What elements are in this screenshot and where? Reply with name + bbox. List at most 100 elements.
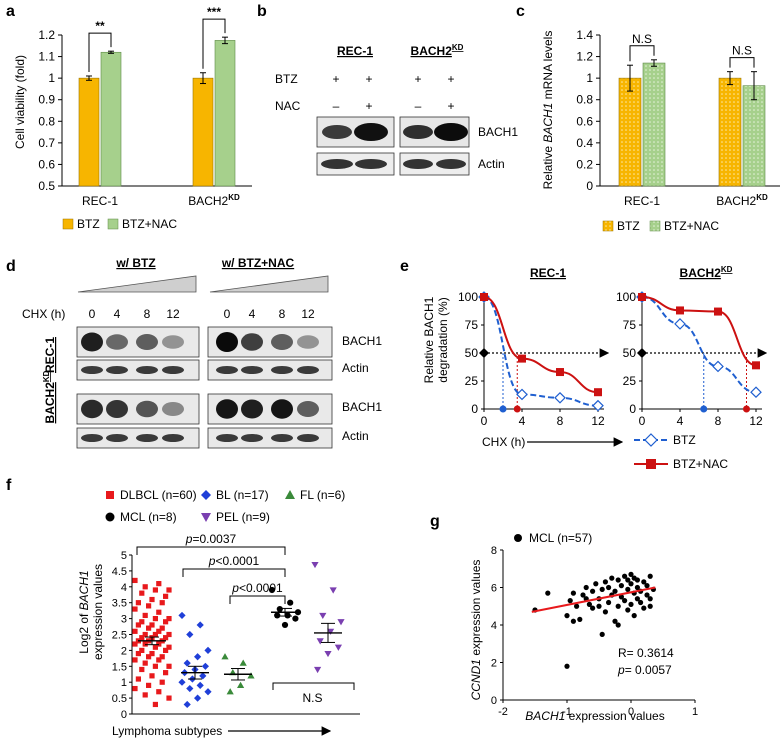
b-band-4 — [434, 123, 468, 141]
e-x-tick-label: 0 — [639, 414, 646, 428]
f-point-DLBCL — [163, 635, 169, 641]
g-point — [628, 571, 634, 577]
bar-BTZ+NAC — [642, 62, 666, 187]
d-bach1-band — [216, 399, 238, 419]
g-point — [618, 583, 625, 589]
f-point-DLBCL — [159, 625, 165, 631]
f-point-MCL — [284, 612, 291, 619]
f-p-value: <0.0001 — [215, 554, 259, 568]
f-point-DLBCL — [142, 631, 148, 638]
bar-BTZ — [718, 77, 742, 187]
significance-bracket — [88, 32, 112, 72]
f-point-DLBCL — [149, 596, 155, 603]
g-point — [574, 603, 580, 609]
bar-BTZ+NAC — [100, 51, 122, 187]
e-y-tick-label: 75 — [623, 318, 637, 332]
g-point — [622, 598, 628, 604]
f-y-tick-label: 4.5 — [112, 566, 127, 578]
e-y-tick-label: 100 — [616, 290, 636, 304]
f-point-DLBCL — [142, 641, 148, 647]
e-y-tick-label: 75 — [465, 318, 479, 332]
f-point-DLBCL — [139, 619, 145, 625]
f-point-DLBCL — [135, 600, 141, 606]
f-p-value: =0.0037 — [192, 532, 236, 546]
b-actin-4 — [436, 159, 466, 169]
e-point-btz — [750, 386, 762, 399]
f-point-MCL — [281, 621, 289, 629]
g-y-tick-label: 0 — [491, 695, 497, 707]
d-bach1-band — [241, 333, 263, 351]
f-point-FL — [247, 672, 255, 679]
panel-label-d: d — [6, 258, 16, 275]
a-significance: ***** — [88, 5, 226, 72]
b-band-1 — [322, 125, 352, 139]
f-y-tick-label: 1 — [121, 677, 127, 689]
a-legend-btznac-swatch — [107, 218, 119, 230]
f-legend-label: PEL (n=9) — [216, 510, 270, 524]
c-significance: N.S N.S — [629, 32, 755, 68]
b-col-bach2kd: BACH2KD — [411, 43, 464, 58]
g-point — [606, 584, 612, 591]
f-point-DLBCL — [166, 631, 172, 638]
f-point-DLBCL — [156, 689, 162, 695]
g-point — [583, 584, 589, 591]
e-ylabel-2: degradation (%) — [436, 297, 450, 382]
e-halflife-btz-dot — [700, 405, 708, 413]
g-point — [570, 590, 577, 596]
f-point-DLBCL — [135, 650, 141, 657]
g-point — [647, 596, 653, 602]
b-nac-3: – — [415, 99, 422, 113]
d-actin-band — [81, 434, 103, 442]
d-label-actin-2: Actin — [342, 429, 369, 443]
d-bach1-band — [81, 399, 103, 419]
f-point-BL — [194, 694, 202, 702]
g-point — [590, 605, 596, 611]
f-point-BL — [183, 659, 191, 667]
d-actin-band — [106, 434, 128, 442]
b-band-3 — [403, 125, 433, 139]
d-bach1-band — [136, 334, 158, 350]
f-point-PEL — [324, 650, 332, 658]
f-point-PEL — [334, 644, 342, 651]
g-fit-line — [531, 586, 656, 613]
f-bracket — [229, 595, 286, 604]
y-tick-label: 1 — [586, 71, 593, 85]
c-legend-btz: BTZ — [617, 219, 640, 233]
f-point-DLBCL — [159, 600, 165, 606]
d-blot-frame — [207, 359, 333, 381]
f-point-DLBCL — [166, 644, 172, 650]
g-point — [606, 599, 612, 606]
e-point-btz — [674, 318, 686, 330]
d-actin-band — [136, 434, 158, 442]
f-point-DLBCL — [163, 593, 169, 599]
d-bach1-band — [162, 402, 184, 416]
f-point-DLBCL — [152, 644, 158, 650]
g-p-value: p= 0.0057 — [617, 663, 672, 677]
e-point-btznac — [752, 361, 760, 370]
e-plot-rec1: 0 25 50 75 100 0 4 8 12 — [458, 290, 610, 428]
f-y-tick-label: 1.5 — [112, 661, 127, 673]
f-point-DLBCL — [142, 692, 148, 698]
a-bars — [78, 36, 236, 187]
f-bracket-label: p<0.0001 — [231, 581, 283, 595]
b-btz-1: + — [332, 72, 339, 86]
g-x-tick-label: 1 — [692, 706, 698, 718]
g-point — [647, 603, 653, 609]
d-time-label: 12 — [166, 307, 180, 321]
y-tick-label: 0.7 — [38, 136, 55, 150]
bar-BTZ — [192, 77, 214, 187]
b-col-rec1: REC-1 — [337, 44, 373, 58]
g-point — [622, 573, 628, 579]
d-actin-band — [297, 434, 319, 442]
panel-e-line-chart: Relative BACH1 degradation (%) REC-1 BAC… — [422, 265, 768, 471]
f-p-letter: p — [185, 532, 193, 546]
e-ylabel-1: Relative BACH1 — [422, 296, 436, 383]
f-point-DLBCL — [152, 616, 158, 622]
panel-b-western-blot: REC-1 BACH2KD BTZ NAC + + + + – + – + BA… — [275, 43, 518, 176]
bar-BTZ — [78, 77, 100, 187]
e-legend-btznac-marker — [646, 459, 656, 469]
f-point-DLBCL — [166, 695, 172, 701]
bar-BTZ — [618, 77, 642, 187]
f-point-DLBCL — [142, 660, 148, 666]
panel-label-c: c — [516, 3, 525, 20]
